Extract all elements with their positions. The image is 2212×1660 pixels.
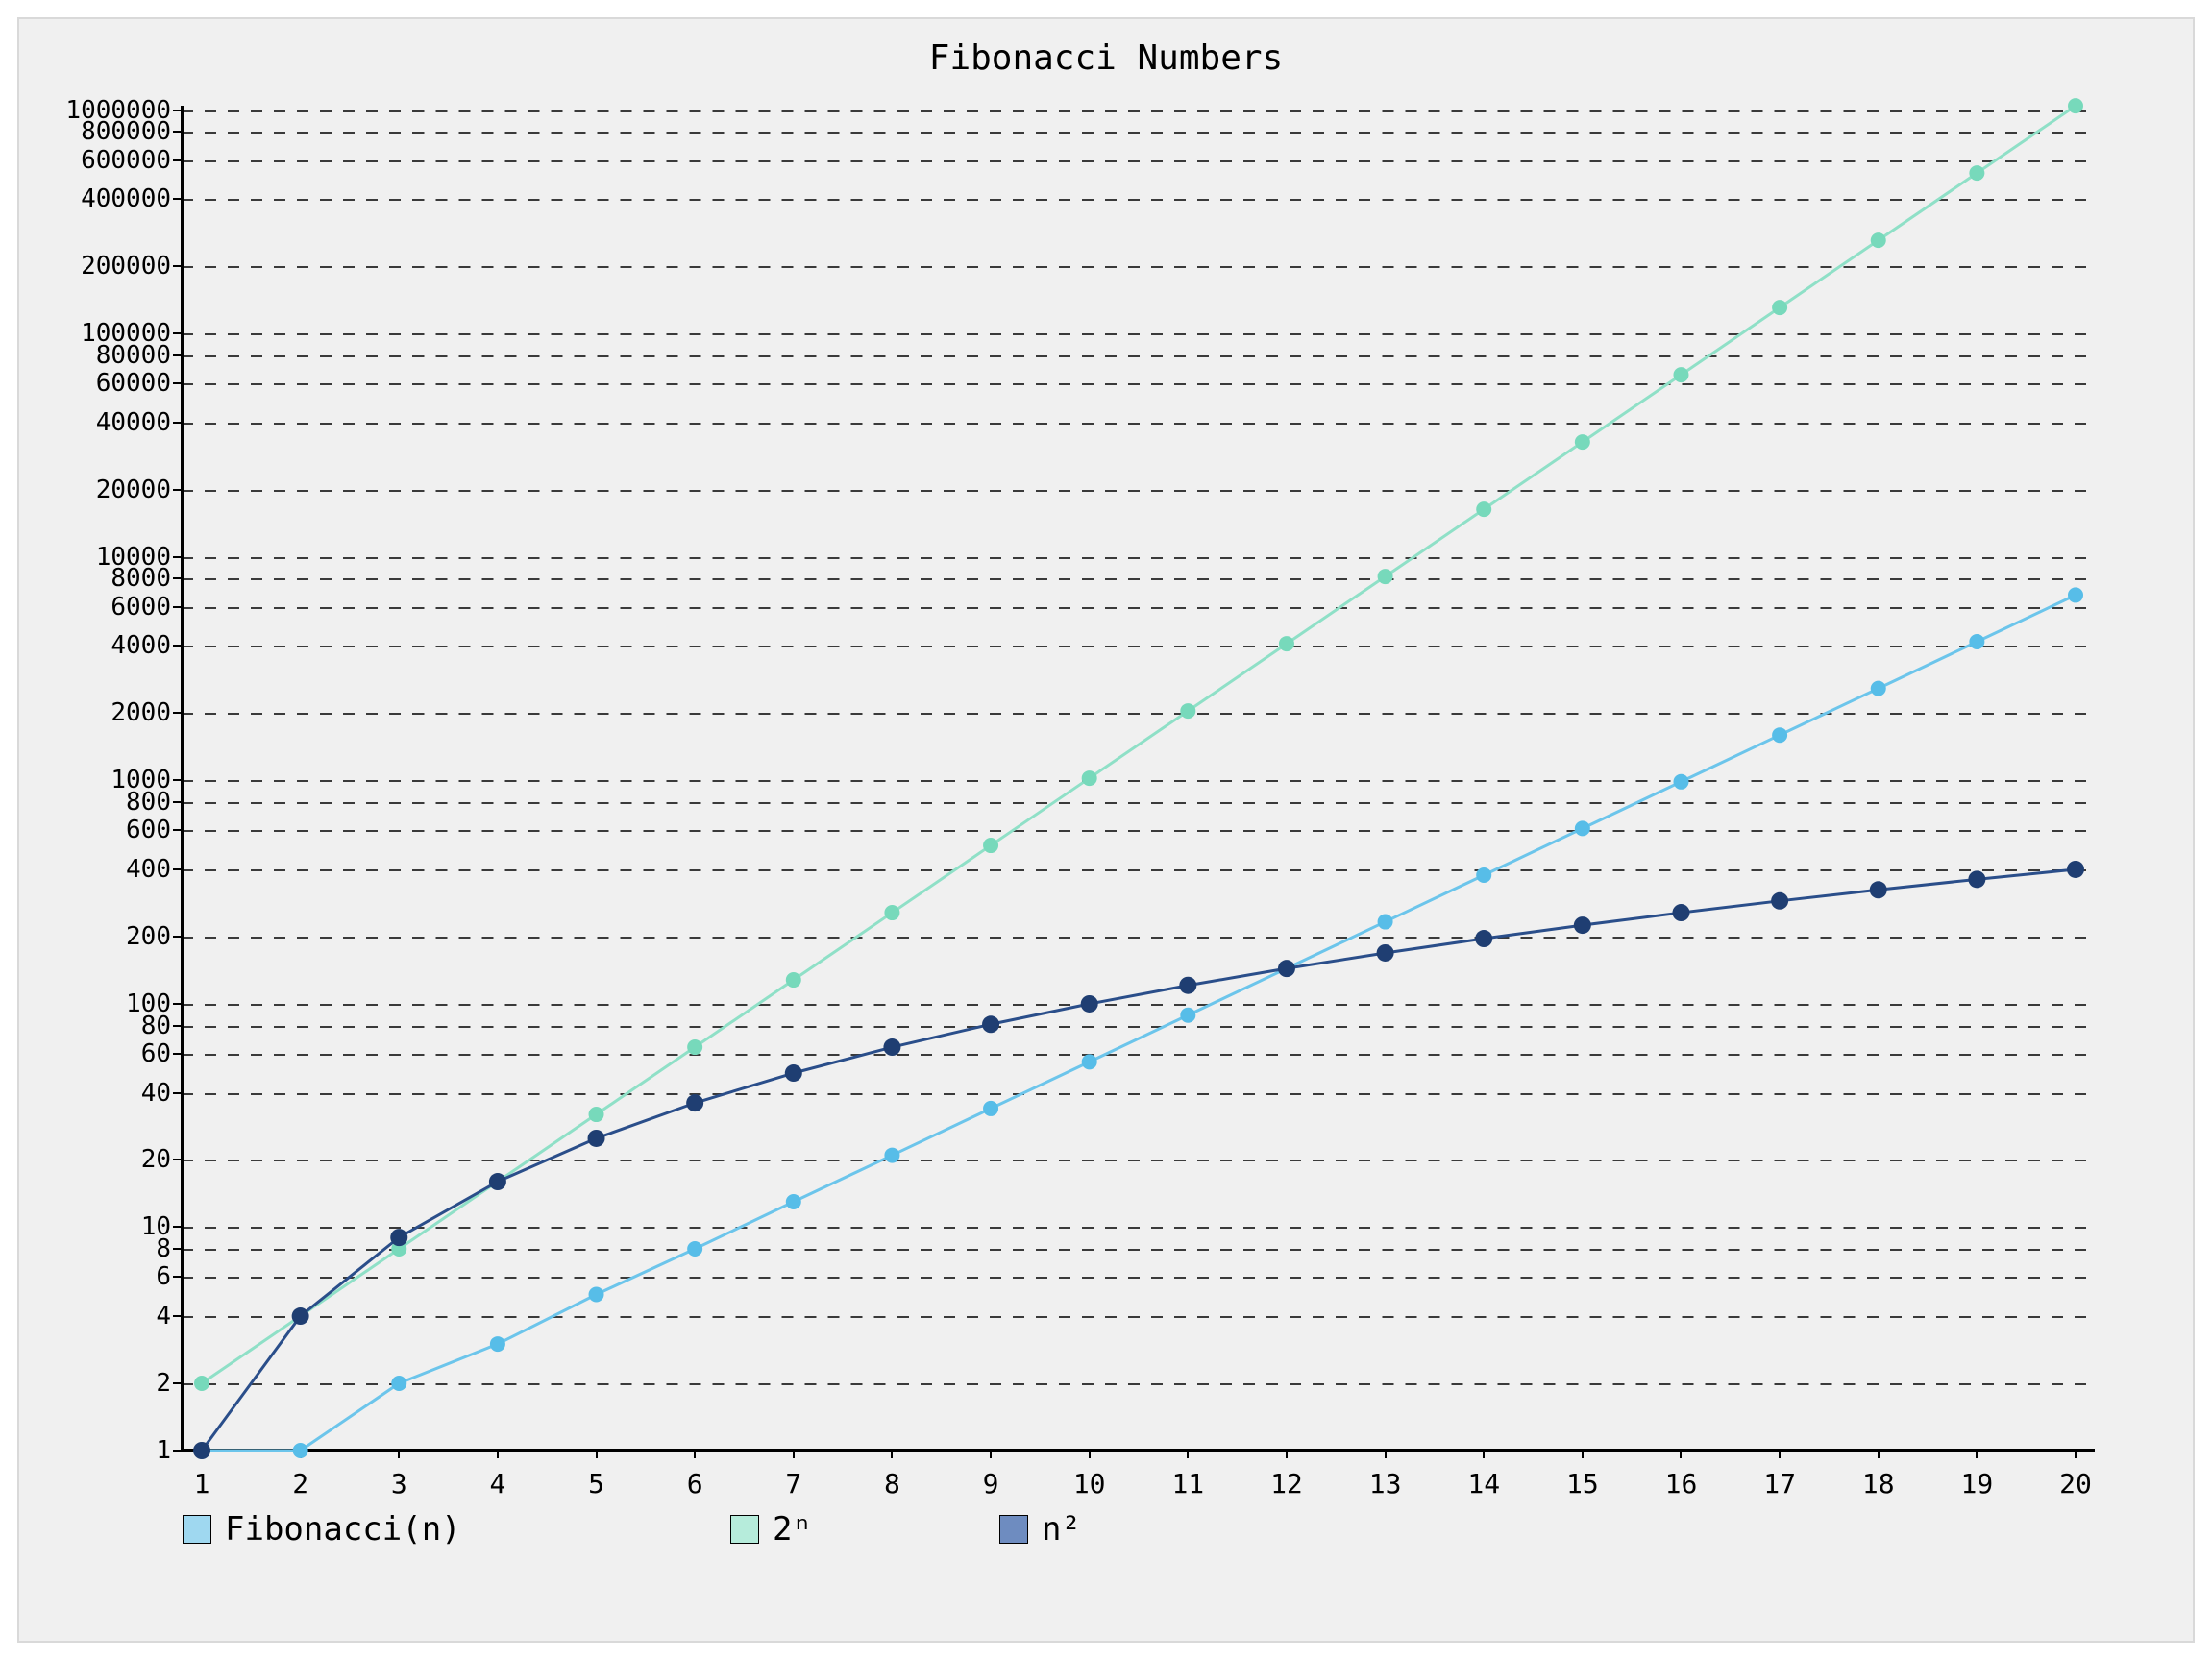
series-marker-nsq (489, 1173, 506, 1190)
series-line-fibonacci (202, 595, 2076, 1451)
series-line-pow2 (202, 106, 2076, 1383)
series-marker-fibonacci (687, 1241, 702, 1257)
legend-swatch-nsq (999, 1515, 1028, 1544)
series-marker-nsq (1574, 916, 1591, 934)
series-marker-pow2 (786, 972, 801, 988)
series-marker-fibonacci (293, 1443, 308, 1458)
series-marker-pow2 (1476, 501, 1491, 517)
series-marker-pow2 (1969, 165, 1984, 181)
series-marker-nsq (686, 1094, 703, 1111)
legend-item-nsq: n² (999, 1510, 1081, 1549)
series-marker-pow2 (687, 1039, 702, 1055)
series-marker-pow2 (2068, 98, 2083, 113)
series-marker-fibonacci (391, 1376, 406, 1391)
series-marker-fibonacci (1871, 681, 1886, 696)
series-marker-pow2 (983, 838, 998, 853)
series-marker-fibonacci (1180, 1008, 1195, 1023)
series-marker-fibonacci (1476, 867, 1491, 883)
plot-svg (0, 0, 2212, 1660)
series-marker-nsq (982, 1015, 999, 1033)
legend-label-pow2: 2ⁿ (773, 1510, 812, 1549)
legend-item-pow2: 2ⁿ (730, 1510, 812, 1549)
series-marker-nsq (1870, 881, 1887, 898)
series-marker-pow2 (1180, 703, 1195, 719)
series-marker-pow2 (1673, 367, 1688, 382)
series-marker-nsq (1081, 995, 1098, 1013)
series-marker-fibonacci (1082, 1054, 1097, 1069)
legend-swatch-fibonacci (183, 1515, 211, 1544)
series-marker-fibonacci (1772, 727, 1787, 743)
series-marker-nsq (1377, 944, 1394, 962)
legend-swatch-pow2 (730, 1515, 759, 1544)
series-marker-fibonacci (1575, 820, 1590, 836)
series-marker-pow2 (1082, 770, 1097, 786)
series-marker-pow2 (1279, 636, 1294, 651)
series-marker-nsq (1475, 930, 1492, 947)
series-marker-nsq (1771, 892, 1788, 910)
series-marker-fibonacci (786, 1194, 801, 1209)
series-marker-nsq (1278, 960, 1295, 977)
series-marker-nsq (1179, 977, 1196, 994)
series-marker-nsq (292, 1307, 309, 1325)
series-marker-fibonacci (2068, 587, 2083, 602)
legend-label-nsq: n² (1042, 1510, 1081, 1549)
series-marker-fibonacci (983, 1101, 998, 1116)
legend-item-fibonacci: Fibonacci(n) (183, 1510, 461, 1549)
series-marker-pow2 (1871, 232, 1886, 248)
series-marker-fibonacci (1969, 634, 1984, 649)
series-marker-fibonacci (589, 1286, 604, 1302)
series-marker-fibonacci (1378, 915, 1393, 930)
series-marker-nsq (785, 1064, 802, 1082)
series-line-nsq (202, 869, 2076, 1451)
series-marker-pow2 (1575, 434, 1590, 450)
series-marker-fibonacci (490, 1336, 505, 1352)
series-marker-pow2 (884, 905, 899, 920)
series-marker-nsq (883, 1038, 900, 1056)
series-marker-nsq (2067, 861, 2084, 878)
series-marker-pow2 (589, 1107, 604, 1122)
series-marker-pow2 (194, 1376, 209, 1391)
series-marker-pow2 (1772, 300, 1787, 315)
series-marker-nsq (1672, 904, 1689, 921)
series-marker-nsq (1968, 870, 1985, 888)
legend-label-fibonacci: Fibonacci(n) (225, 1510, 461, 1549)
series-marker-fibonacci (884, 1148, 899, 1163)
series-marker-pow2 (1378, 569, 1393, 584)
series-marker-nsq (390, 1229, 407, 1246)
series-marker-nsq (588, 1130, 605, 1147)
series-marker-nsq (193, 1442, 210, 1459)
series-marker-fibonacci (1673, 774, 1688, 790)
